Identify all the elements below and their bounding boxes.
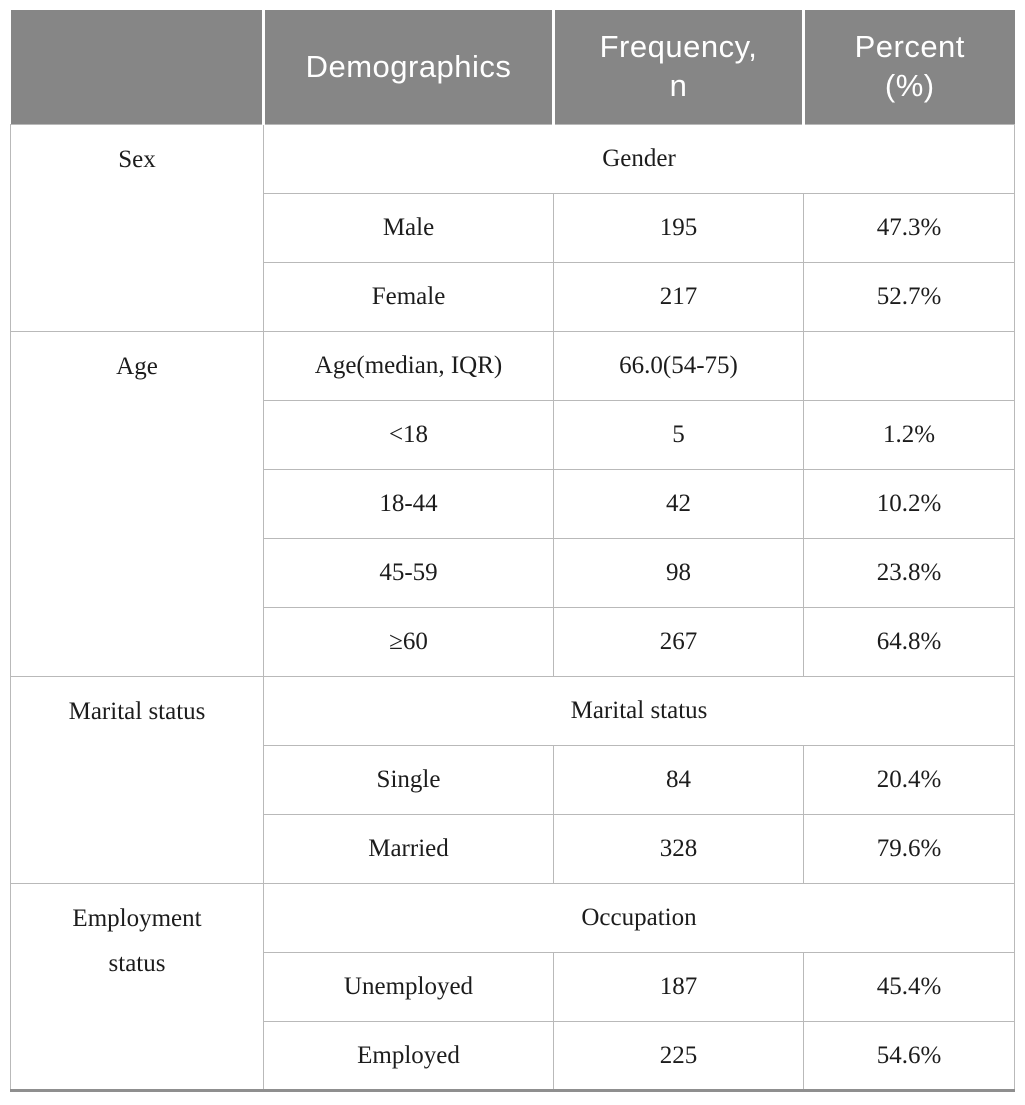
group-label-employment-status: Employment status (10, 883, 264, 1091)
cell-percent: 54.6% (803, 1021, 1015, 1091)
group-label-marital-status: Marital status (10, 676, 264, 884)
header-cell-empty (10, 10, 264, 125)
row-label: 45-59 (263, 538, 554, 608)
cell-frequency: 225 (553, 1021, 804, 1091)
row-label: Married (263, 814, 554, 884)
cell-frequency: 84 (553, 745, 804, 815)
demographics-table: Demographics Frequency, n Percent (%) Se… (10, 10, 1015, 1092)
cell-frequency: 187 (553, 952, 804, 1022)
header-cell-percent: Percent (%) (802, 10, 1015, 125)
cell-frequency: 66.0(54-75) (553, 331, 804, 401)
cell-percent (803, 331, 1015, 401)
cell-frequency: 5 (553, 400, 804, 470)
table-row: Employment status Occupation (10, 883, 1015, 1091)
group-label-sex: Sex (10, 124, 264, 332)
cell-percent: 45.4% (803, 952, 1015, 1022)
table-row: 18-44 42 10.2% (11, 469, 1015, 539)
table-row: Married 328 79.6% (11, 814, 1015, 884)
cell-percent: 1.2% (803, 400, 1015, 470)
row-label: <18 (263, 400, 554, 470)
cell-frequency: 217 (553, 262, 804, 332)
cell-percent: 20.4% (803, 745, 1015, 815)
table-row: Age Age(median, IQR) 66.0(54-75) (10, 331, 1015, 677)
table-row: Employed 225 54.6% (11, 1021, 1015, 1091)
row-label: ≥60 (263, 607, 554, 677)
cell-frequency: 267 (553, 607, 804, 677)
cell-frequency: 328 (553, 814, 804, 884)
subheader-occupation: Occupation (263, 883, 1015, 953)
table-row: Marital status Marital status (10, 676, 1015, 884)
group-label-age: Age (10, 331, 264, 677)
cell-percent: 10.2% (803, 469, 1015, 539)
header-cell-frequency: Frequency, n (552, 10, 804, 125)
cell-frequency: 195 (553, 193, 804, 263)
subheader-gender: Gender (263, 124, 1015, 194)
table-row: Unemployed 187 45.4% (11, 952, 1015, 1022)
row-label: Single (263, 745, 554, 815)
cell-percent: 79.6% (803, 814, 1015, 884)
header-row: Demographics Frequency, n Percent (%) (10, 10, 1015, 125)
row-label: Unemployed (263, 952, 554, 1022)
cell-percent: 64.8% (803, 607, 1015, 677)
row-label: 18-44 (263, 469, 554, 539)
cell-percent: 47.3% (803, 193, 1015, 263)
cell-frequency: 42 (553, 469, 804, 539)
table-row: Sex Gender (10, 124, 1015, 332)
table-row: Single 84 20.4% (11, 745, 1015, 815)
table-row: Male 195 47.3% (11, 193, 1015, 263)
subheader-marital-status: Marital status (263, 676, 1015, 746)
row-label: Male (263, 193, 554, 263)
cell-percent: 52.7% (803, 262, 1015, 332)
row-label: Age(median, IQR) (263, 331, 554, 401)
header-cell-demographics: Demographics (262, 10, 554, 125)
cell-percent: 23.8% (803, 538, 1015, 608)
row-label: Female (263, 262, 554, 332)
cell-frequency: 98 (553, 538, 804, 608)
table-row: ≥60 267 64.8% (11, 607, 1015, 677)
row-label: Employed (263, 1021, 554, 1091)
